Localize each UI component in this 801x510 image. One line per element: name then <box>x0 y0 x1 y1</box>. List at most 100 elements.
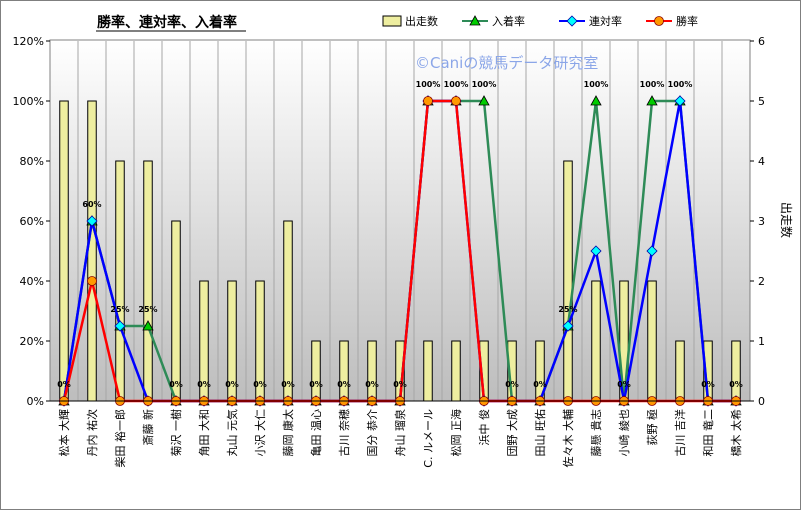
x-tick-label: 浜中 俊 <box>477 409 491 446</box>
legend: 出走数 入着率 連対率 勝率 <box>382 14 698 28</box>
marker-triangle <box>478 95 490 106</box>
x-tick-label: 田山 旺佑 <box>533 409 547 457</box>
data-label: 25% <box>138 305 157 314</box>
bar <box>59 100 69 402</box>
x-tick-label: 小沢 大仁 <box>253 409 267 457</box>
bar <box>87 100 97 402</box>
data-label: 100% <box>444 80 469 89</box>
axes: 0% 20% 40% 60% 80% 100% 120% 0 1 2 3 4 5 6 松本 大輝 丹内 祐次柴… <box>13 35 765 468</box>
x-tick-label: C. ルメール <box>422 409 435 468</box>
marker-diamond <box>646 245 658 257</box>
x-tick-label: 菊沢 一樹 <box>169 409 183 457</box>
x-tick-label: 古川 奈穂 <box>337 409 351 457</box>
y-right-tick-label: 4 <box>758 155 765 168</box>
data-label: 100% <box>416 80 441 89</box>
bar <box>115 160 125 402</box>
y-left-tick-label: 60% <box>20 215 44 228</box>
y-right-label: 出走数 <box>779 202 794 238</box>
marker-circle <box>451 96 461 106</box>
x-tick-label: 小崎 綾也 <box>617 409 631 457</box>
chart-title: 勝率、連対率、入着率 <box>97 14 237 31</box>
y-right-tick-label: 3 <box>758 215 765 228</box>
legend-swatch-bar <box>382 15 402 27</box>
bar <box>591 280 601 402</box>
y-left-tick-label: 40% <box>20 275 44 288</box>
bar <box>283 220 293 402</box>
x-tick-label: 古川 吉洋 <box>673 409 687 457</box>
legend-label: 連対率 <box>589 14 622 28</box>
data-label: 0% <box>617 380 631 389</box>
x-tick-label: 角田 大和 <box>197 409 211 457</box>
x-tick-label: 丸山 元気 <box>225 409 239 457</box>
bar <box>675 340 685 402</box>
marker-triangle <box>590 95 602 106</box>
y-right-tick-label: 1 <box>758 335 765 348</box>
y-left-tick-label: 20% <box>20 335 44 348</box>
y-right-tick-label: 0 <box>758 395 765 408</box>
bar <box>423 340 433 402</box>
x-tick-label: 松本 大輝 <box>57 409 71 457</box>
x-tick-label: 国分 恭介 <box>366 409 379 457</box>
data-label: 0% <box>365 380 379 389</box>
watermark: ©Caniの競馬データ研究室 <box>415 54 598 72</box>
legend-marker <box>566 15 578 27</box>
bar <box>563 160 573 402</box>
marker-diamond <box>590 245 602 257</box>
bar <box>171 220 181 402</box>
data-label: 25% <box>558 305 577 314</box>
data-label: 0% <box>533 380 547 389</box>
data-label: 0% <box>225 380 239 389</box>
y-right-tick-label: 5 <box>758 95 765 108</box>
data-labels: 0%60%25% 25%0% 0% 0% 0% 0% 0% 0% 0% 0%100% 100% 100… <box>57 80 743 389</box>
bar <box>311 340 321 402</box>
x-tick-label: 舟山 瑠泉 <box>393 409 407 457</box>
x-tick-label: 斎藤 新 <box>141 409 155 446</box>
data-label: 0% <box>337 380 351 389</box>
legend-label: 勝率 <box>676 14 698 28</box>
data-label: 100% <box>584 80 609 89</box>
data-label: 0% <box>309 380 323 389</box>
data-label: 0% <box>729 380 743 389</box>
legend-marker <box>469 15 481 26</box>
y-right-tick-label: 6 <box>758 35 765 48</box>
y-right-tick-label: 2 <box>758 275 765 288</box>
data-label: 100% <box>640 80 665 89</box>
x-tick-label: 亀田 温心 <box>309 409 323 457</box>
y-left-tick-label: 80% <box>20 155 44 168</box>
legend-marker <box>654 16 664 26</box>
bar <box>143 160 153 402</box>
x-tick-label: 団野 大成 <box>505 409 519 457</box>
marker-circle <box>423 96 433 106</box>
data-label: 0% <box>505 380 519 389</box>
y-left-tick-label: 100% <box>13 95 44 108</box>
marker-circle <box>87 276 97 286</box>
data-label: 0% <box>253 380 267 389</box>
bars <box>59 100 741 402</box>
marker-triangle <box>646 95 658 106</box>
data-label: 25% <box>110 305 129 314</box>
legend-label: 出走数 <box>405 14 438 28</box>
data-label: 0% <box>57 380 71 389</box>
data-label: 100% <box>472 80 497 89</box>
marker-triangle <box>142 320 154 331</box>
bar <box>731 340 741 402</box>
x-tick-label: 荻野 極 <box>645 409 659 446</box>
x-tick-label: 橋木 太希 <box>729 409 743 457</box>
data-label: 0% <box>393 380 407 389</box>
x-tick-label: 丹内 祐次 <box>85 409 99 457</box>
marker-diamond <box>674 95 686 107</box>
marker-diamond <box>562 320 574 332</box>
data-label: 0% <box>281 380 295 389</box>
data-label: 0% <box>169 380 183 389</box>
data-label: 0% <box>197 380 211 389</box>
bar <box>451 340 461 402</box>
bar <box>647 280 657 402</box>
bar <box>367 340 377 402</box>
x-tick-label: 松岡 正海 <box>449 409 463 457</box>
x-tick-label: 藤岡 康太 <box>281 409 295 457</box>
bar <box>339 340 349 402</box>
x-tick-label: 佐々木 大輔 <box>561 409 575 468</box>
legend-label: 入着率 <box>492 14 525 28</box>
data-label: 0% <box>701 380 715 389</box>
x-tick-label: 和田 竜二 <box>701 409 715 457</box>
